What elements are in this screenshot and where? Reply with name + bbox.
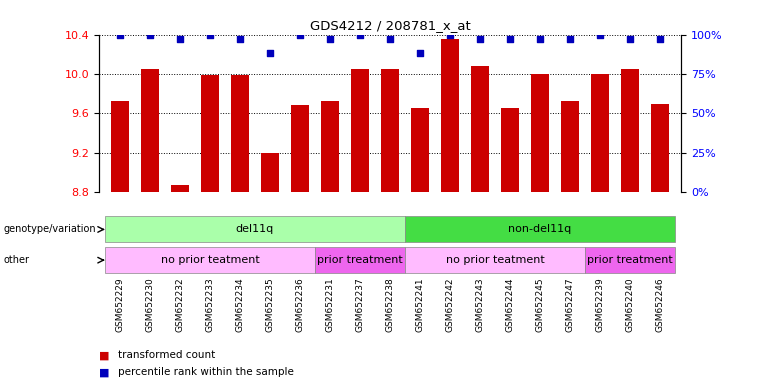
Point <box>174 36 186 42</box>
Point <box>114 31 126 38</box>
Text: del11q: del11q <box>236 224 274 235</box>
Bar <box>501 108 519 192</box>
Point <box>264 50 276 56</box>
Bar <box>561 101 579 192</box>
Text: ■: ■ <box>99 350 110 360</box>
Point <box>414 50 426 56</box>
Text: GSM652241: GSM652241 <box>416 278 425 332</box>
Point <box>294 31 306 38</box>
Point <box>444 31 456 38</box>
Point <box>144 31 156 38</box>
Text: GSM652229: GSM652229 <box>116 278 125 332</box>
Point <box>204 31 216 38</box>
Bar <box>651 104 669 192</box>
Bar <box>141 69 159 192</box>
Bar <box>471 66 489 192</box>
Title: GDS4212 / 208781_x_at: GDS4212 / 208781_x_at <box>310 19 470 32</box>
Bar <box>315 247 405 273</box>
Text: no prior teatment: no prior teatment <box>161 255 260 265</box>
Point <box>504 36 516 42</box>
Text: GSM652230: GSM652230 <box>145 278 154 332</box>
Text: non-del11q: non-del11q <box>508 224 572 235</box>
Text: GSM652234: GSM652234 <box>235 278 244 332</box>
Point <box>534 36 546 42</box>
Text: transformed count: transformed count <box>118 350 215 360</box>
Bar <box>231 75 249 192</box>
Bar <box>171 185 189 192</box>
Text: GSM652244: GSM652244 <box>505 278 514 332</box>
Bar <box>105 217 405 242</box>
Point <box>564 36 576 42</box>
Text: prior treatment: prior treatment <box>587 255 673 265</box>
Text: GSM652237: GSM652237 <box>355 278 365 332</box>
Text: genotype/variation: genotype/variation <box>4 224 97 234</box>
Text: GSM652246: GSM652246 <box>655 278 664 332</box>
Point <box>234 36 246 42</box>
Text: percentile rank within the sample: percentile rank within the sample <box>118 367 294 377</box>
Text: prior treatment: prior treatment <box>317 255 403 265</box>
Text: GSM652240: GSM652240 <box>626 278 635 332</box>
Bar <box>621 69 639 192</box>
Point <box>654 36 666 42</box>
Text: GSM652242: GSM652242 <box>445 278 454 332</box>
Text: GSM652243: GSM652243 <box>476 278 485 332</box>
Bar <box>405 247 585 273</box>
Bar <box>381 69 399 192</box>
Text: GSM652231: GSM652231 <box>326 278 335 332</box>
Text: GSM652247: GSM652247 <box>565 278 575 332</box>
Text: other: other <box>4 255 30 265</box>
Bar <box>591 74 609 192</box>
Text: GSM652236: GSM652236 <box>295 278 304 332</box>
Text: GSM652235: GSM652235 <box>266 278 275 332</box>
Text: GSM652233: GSM652233 <box>205 278 215 332</box>
Text: GSM652245: GSM652245 <box>536 278 545 332</box>
Point <box>474 36 486 42</box>
Bar <box>111 101 129 192</box>
Text: ■: ■ <box>99 367 110 377</box>
Bar <box>261 153 279 192</box>
Bar <box>351 69 369 192</box>
Bar <box>291 106 309 192</box>
Bar <box>585 247 675 273</box>
Text: GSM652238: GSM652238 <box>386 278 394 332</box>
Point <box>324 36 336 42</box>
Point <box>354 31 366 38</box>
Bar <box>411 108 429 192</box>
Bar <box>201 75 219 192</box>
Text: GSM652239: GSM652239 <box>596 278 604 332</box>
Bar <box>405 217 675 242</box>
Bar <box>441 40 459 192</box>
Text: no prior teatment: no prior teatment <box>446 255 544 265</box>
Bar <box>105 247 315 273</box>
Point <box>384 36 396 42</box>
Text: GSM652232: GSM652232 <box>176 278 184 332</box>
Bar <box>531 74 549 192</box>
Point <box>594 31 607 38</box>
Point <box>624 36 636 42</box>
Bar <box>321 101 339 192</box>
